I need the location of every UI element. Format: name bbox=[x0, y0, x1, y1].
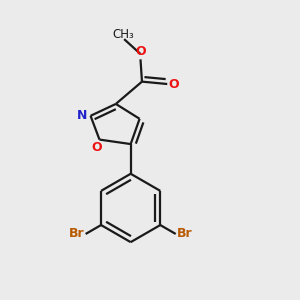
Text: O: O bbox=[91, 140, 102, 154]
Text: Br: Br bbox=[177, 227, 193, 241]
Text: CH₃: CH₃ bbox=[113, 28, 134, 41]
Text: O: O bbox=[169, 77, 179, 91]
Text: O: O bbox=[135, 45, 146, 58]
Text: Br: Br bbox=[69, 227, 85, 241]
Text: N: N bbox=[77, 109, 87, 122]
